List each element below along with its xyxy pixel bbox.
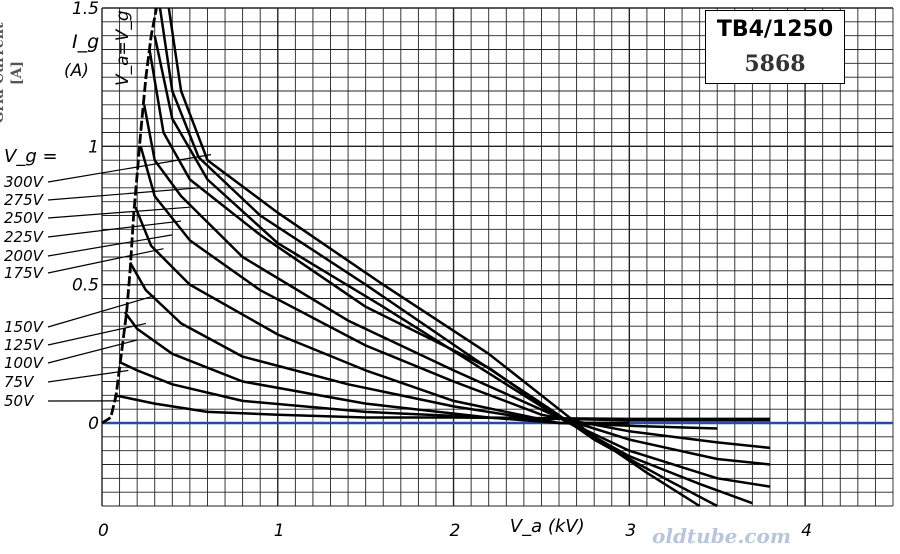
x-tick-label: 2 — [450, 521, 461, 541]
y-axis-title-line2: [A] — [8, 18, 26, 128]
y-axis-title-line1: Grid Current — [0, 18, 8, 128]
x-axis-label: V_a (kV) — [510, 516, 585, 537]
x-tick-label: 1 — [274, 521, 285, 541]
series-label: 125V — [4, 336, 45, 354]
tube-type-label: TB4/1250 — [706, 17, 844, 42]
series-label: 175V — [4, 264, 45, 282]
series-leader-line — [48, 155, 211, 182]
tube-number-label: 5868 — [706, 51, 844, 77]
series-label: 225V — [4, 228, 45, 246]
y-tick-label: 0.5 — [72, 276, 99, 296]
x-tick-label: 3 — [625, 521, 636, 541]
series-label: 250V — [4, 209, 45, 227]
series-label: 200V — [4, 247, 45, 265]
y-axis-title: Grid Current [A] — [0, 18, 40, 128]
vg-header: V_g = — [4, 146, 58, 167]
envelope-label: V_a=V_g — [113, 10, 133, 86]
series-label: 275V — [4, 191, 45, 209]
x-tick-label: 4 — [801, 521, 812, 541]
series-label: 75V — [4, 373, 35, 391]
y-tick-label: 0 — [88, 414, 99, 434]
watermark: oldtube.com — [652, 524, 791, 548]
curve-vg-125v — [130, 263, 629, 424]
series-label: 150V — [4, 318, 45, 336]
series-label: 300V — [4, 173, 45, 191]
series-label: 50V — [4, 392, 35, 410]
series-leader-line — [48, 340, 137, 363]
series-leader-line — [48, 188, 199, 200]
x-tick-label: 0 — [98, 521, 109, 541]
y-tick-label: 1 — [88, 137, 99, 157]
series-leader-line — [48, 249, 164, 273]
series-label: 100V — [4, 354, 45, 372]
y-tick-label: 1.5 — [72, 0, 99, 19]
series-leader-line — [48, 235, 172, 256]
series-leader-line — [48, 370, 128, 382]
y-axis-label: I_g — [72, 31, 99, 53]
tube-id-box: TB4/1250 5868 — [705, 10, 845, 84]
y-axis-unit: (A) — [64, 61, 89, 81]
